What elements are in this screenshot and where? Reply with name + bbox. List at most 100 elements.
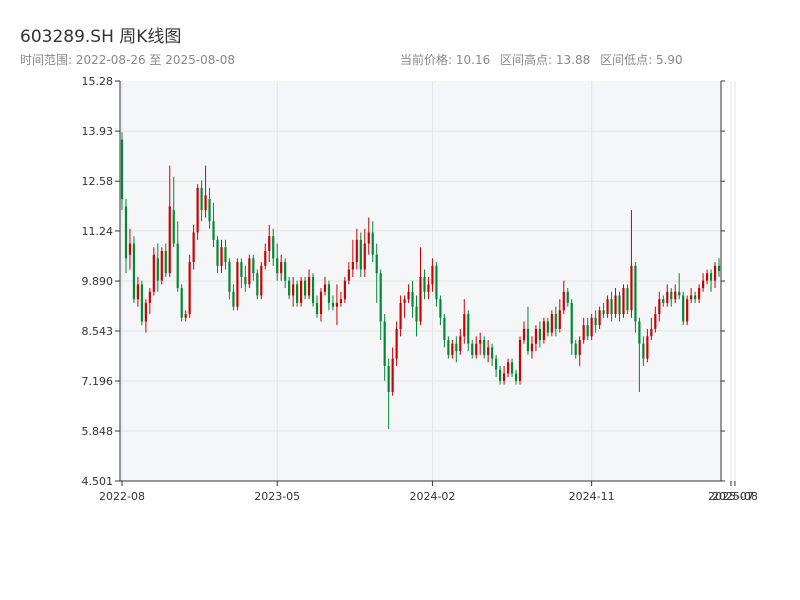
candle-body [120, 139, 124, 200]
y-tick-label: 11.24 [82, 225, 114, 238]
candle-body [300, 280, 303, 303]
candle-body [415, 306, 418, 322]
x-tick-label: 2025-07 [708, 490, 754, 503]
candle-body [343, 280, 346, 300]
candle-body [662, 299, 665, 303]
current-price: 当前价格: 10.16 [400, 53, 491, 67]
candle-body [475, 343, 478, 355]
candle-body [288, 280, 291, 296]
candle-body [443, 317, 446, 341]
candle-body [717, 265, 721, 271]
candle-body [654, 314, 657, 329]
candle-body [650, 328, 653, 337]
candle-body [606, 299, 609, 315]
candle-body [319, 291, 323, 315]
candle-body [546, 321, 549, 333]
y-tick-label: 9.890 [82, 275, 114, 288]
candle-body [156, 258, 159, 281]
candle-body [435, 265, 438, 300]
x-tick-label: 2022-08 [99, 490, 145, 503]
candle-body [614, 295, 617, 315]
candle-body [510, 362, 514, 374]
y-tick-label: 12.58 [82, 175, 114, 188]
candle-body [570, 302, 573, 344]
candle-body [403, 299, 406, 303]
period-high: 区间高点: 13.88 [500, 53, 591, 67]
y-tick-label: 13.93 [82, 125, 114, 138]
candle-body [172, 210, 175, 244]
candle-body [713, 265, 717, 281]
candle-body [670, 291, 673, 300]
candle-body [538, 328, 541, 341]
candle-body [124, 206, 128, 259]
candle-body [144, 302, 147, 322]
candle-body [610, 299, 613, 315]
candle-body [276, 258, 279, 274]
candle-body [331, 302, 335, 307]
candle-body [678, 291, 681, 296]
candle-body [499, 369, 502, 381]
candle-body [439, 299, 442, 318]
candle-body [264, 250, 267, 266]
candle-body [132, 243, 136, 300]
candle-body [686, 299, 689, 322]
candle-body [534, 328, 538, 344]
candle-body [256, 273, 259, 296]
candle-body [566, 291, 569, 303]
candle-body [622, 288, 625, 315]
candle-body [152, 254, 155, 292]
candle-body [487, 347, 490, 355]
candle-body [168, 206, 171, 274]
candle-body [574, 343, 577, 355]
candle-body [411, 291, 414, 307]
candle-body [240, 262, 243, 277]
candle-body [646, 336, 649, 359]
candle-body [701, 280, 705, 289]
candle-body [252, 258, 255, 274]
candle-body [594, 317, 597, 326]
candle-body [184, 314, 187, 318]
candle-body [383, 321, 386, 366]
candle-body [220, 247, 223, 266]
candle-body [590, 317, 593, 337]
candle-body [196, 187, 199, 233]
candle-body [280, 262, 283, 274]
candle-body [296, 284, 299, 303]
candle-body [642, 343, 645, 359]
candle-body [311, 276, 315, 303]
candle-body [327, 284, 331, 303]
candle-body [638, 321, 641, 344]
candle-body [136, 284, 140, 300]
candle-body [244, 276, 247, 285]
candle-body [562, 291, 565, 311]
candle-body [518, 340, 522, 381]
candle-body [323, 284, 327, 292]
candle-body [363, 243, 366, 270]
y-tick-label: 4.501 [82, 475, 114, 488]
candle-body [598, 310, 601, 326]
candle-body [447, 340, 450, 355]
candle-body [682, 295, 685, 322]
candle-body [463, 314, 466, 337]
x-tick-label: 2024-11 [569, 490, 615, 503]
candle-body [451, 343, 454, 355]
candle-body [176, 243, 179, 289]
candle-body [188, 262, 191, 315]
candle-body [335, 302, 339, 307]
candle-body [514, 373, 518, 381]
candle-body [618, 295, 621, 315]
candle-body [228, 262, 231, 292]
candle-body [371, 232, 374, 255]
candle-body [558, 310, 561, 329]
candle-body [694, 295, 697, 300]
candle-body [522, 328, 526, 341]
candle-body [455, 343, 458, 352]
candle-body [550, 314, 553, 333]
candle-body [690, 295, 693, 300]
x-tick-label: 2023-05 [254, 490, 300, 503]
candle-body [419, 276, 422, 322]
candle-body [431, 265, 434, 285]
candle-body [526, 328, 530, 352]
candle-body [216, 239, 219, 266]
